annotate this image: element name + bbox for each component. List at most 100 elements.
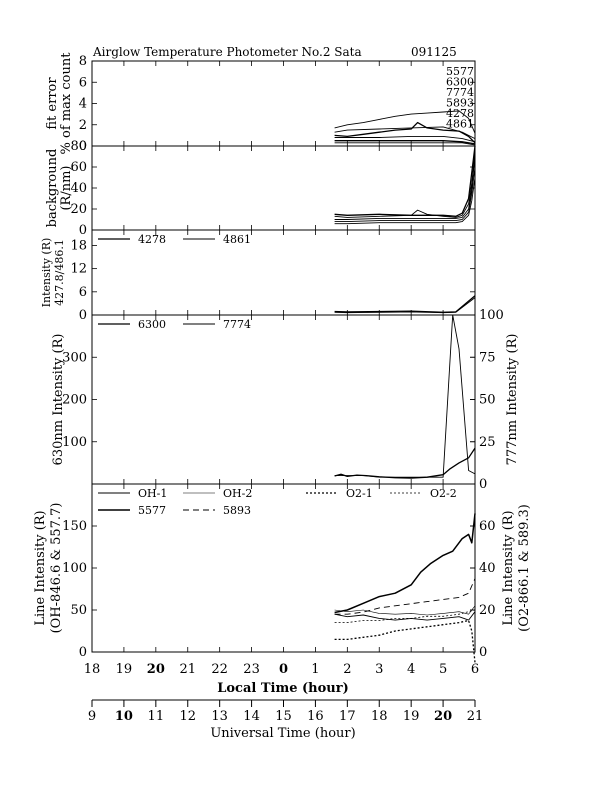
local-time-tick-labels: 18 19 20 21 22 23 0 1 2 3 4 5 6 <box>84 662 479 677</box>
local-time-tick-label: 2 <box>343 662 351 677</box>
y-tick-label: 8 <box>79 54 87 69</box>
series-line-4278 <box>334 295 476 313</box>
universal-time-tick-label: 17 <box>339 709 356 724</box>
y-tick-label: 40 <box>70 181 87 196</box>
universal-time-tick-label: 9 <box>88 709 96 724</box>
y-tick-label: 0 <box>79 645 87 660</box>
panel-background: 0 20 40 60 80 background (R/nm) <box>45 139 476 238</box>
y-axis-label: fit error <box>45 77 60 130</box>
panel-intensity_4278_4861: 0 6 12 18 Intensity (R) 427.8/486.1 4278 4861 <box>40 229 476 323</box>
y-tick-label: 0 <box>79 139 87 154</box>
universal-time-tick-label: 21 <box>467 709 484 724</box>
local-time-tick-label: 21 <box>179 662 196 677</box>
universal-time-tick-label: 15 <box>275 709 292 724</box>
legend-label: OH-2 <box>223 487 252 500</box>
y-axis-label: % of max count <box>59 52 74 155</box>
y-tick-label: 50 <box>70 603 87 618</box>
universal-time-tick-label: 19 <box>403 709 420 724</box>
series-line-7774 <box>334 126 476 140</box>
local-time-tick-label: 5 <box>439 662 447 677</box>
universal-time-axis: 9 10 11 12 13 14 15 16 17 18 19 20 21 Universal Time… <box>88 699 483 741</box>
panel-frame <box>91 314 476 485</box>
series-line <box>334 145 476 217</box>
local-time-tick-label: 6 <box>471 662 479 677</box>
legend-label: 4278 <box>138 233 166 246</box>
figure-date: 091125 <box>411 45 457 59</box>
universal-time-tick-label: 10 <box>115 709 133 724</box>
y-tick-label: 150 <box>62 519 87 534</box>
y-tick-label: 2 <box>79 118 87 133</box>
series-line <box>334 156 476 220</box>
universal-time-tick-label: 13 <box>211 709 228 724</box>
right-y-tick-label: 60 <box>479 519 496 534</box>
y-tick-label: 18 <box>70 238 87 253</box>
series-line-5893 <box>334 578 476 615</box>
local-time-tick-label: 20 <box>147 662 165 677</box>
y-tick-label: 80 <box>70 139 87 154</box>
legend-label: 7774 <box>223 318 251 331</box>
panel-frame <box>91 60 476 147</box>
right-y-tick-label: 50 <box>479 393 496 408</box>
fit-error-line-label: 5577 <box>446 65 474 78</box>
y-axis-label: 630nm Intensity (R) <box>51 334 66 466</box>
local-time-tick-label: 4 <box>407 662 415 677</box>
local-time-tick-label: 0 <box>279 662 288 677</box>
y-axis-label: (R/nm) <box>59 165 74 210</box>
right-y-tick-label: 40 <box>479 561 496 576</box>
universal-time-tick-label: 18 <box>371 709 388 724</box>
legend-label: OH-1 <box>138 487 167 500</box>
series-line-7774 <box>334 314 476 478</box>
legend-label: O2-2 <box>430 487 457 500</box>
series-line-O2-2 <box>334 609 476 623</box>
y-tick-label: 100 <box>62 561 87 576</box>
legend-label: 4861 <box>223 233 251 246</box>
right-y-tick-label: 25 <box>479 435 496 450</box>
legend-label: O2-1 <box>346 487 373 500</box>
legend-label: 5577 <box>138 504 166 517</box>
y-tick-label: 60 <box>70 160 87 175</box>
fit-error-line-label: 4278 <box>446 107 474 120</box>
y-axis-label: Line Intensity (R) <box>33 510 48 625</box>
y-tick-label: 200 <box>62 393 87 408</box>
y-axis-label: (OH-846.6 & 557.7) <box>49 503 64 634</box>
y-tick-label: 6 <box>79 75 87 90</box>
right-y-tick-label: 100 <box>479 308 504 323</box>
series-line-4861 <box>334 142 476 146</box>
legend-label: 5893 <box>223 504 251 517</box>
series-line <box>334 166 476 223</box>
universal-time-tick-labels: 9 10 11 12 13 14 15 16 17 18 19 20 21 <box>88 700 483 724</box>
series-line-6300 <box>334 110 476 134</box>
y-tick-label: 0 <box>79 223 87 238</box>
y-axis-label: Intensity (R) <box>40 238 53 308</box>
fit-error-line-label: 5893 <box>446 97 474 110</box>
y-tick-label: 4 <box>79 97 87 112</box>
y-tick-label: 100 <box>62 435 87 450</box>
universal-time-tick-label: 12 <box>179 709 196 724</box>
legend-label: 6300 <box>138 318 166 331</box>
series-line <box>334 177 476 225</box>
right-y-tick-label: 20 <box>479 603 496 618</box>
universal-time-tick-label: 16 <box>307 709 324 724</box>
right-y-axis-label: Line Intensity (R) <box>501 510 516 625</box>
local-time-tick-label: 3 <box>375 662 383 677</box>
y-tick-label: 12 <box>70 262 87 277</box>
series-line-O2-1 <box>334 619 476 663</box>
local-time-tick-label: 23 <box>243 662 260 677</box>
fit-error-line-label: 6300 <box>446 76 474 89</box>
y-axis-label: background <box>45 149 60 228</box>
local-time-axis-label: Local Time (hour) <box>217 681 349 696</box>
fit-error-line-label: 7774 <box>446 86 474 99</box>
series-line-4861 <box>334 297 476 314</box>
right-y-tick-label: 0 <box>479 645 487 660</box>
fit-error-line-label: 4861 <box>446 118 474 131</box>
universal-time-tick-label: 14 <box>243 709 260 724</box>
y-tick-label: 0 <box>79 308 87 323</box>
series-line-5577 <box>334 513 476 614</box>
y-tick-label: 6 <box>79 285 87 300</box>
series-line-4278 <box>334 140 476 145</box>
local-time-tick-label: 19 <box>116 662 133 677</box>
local-time-tick-label: 18 <box>84 662 101 677</box>
